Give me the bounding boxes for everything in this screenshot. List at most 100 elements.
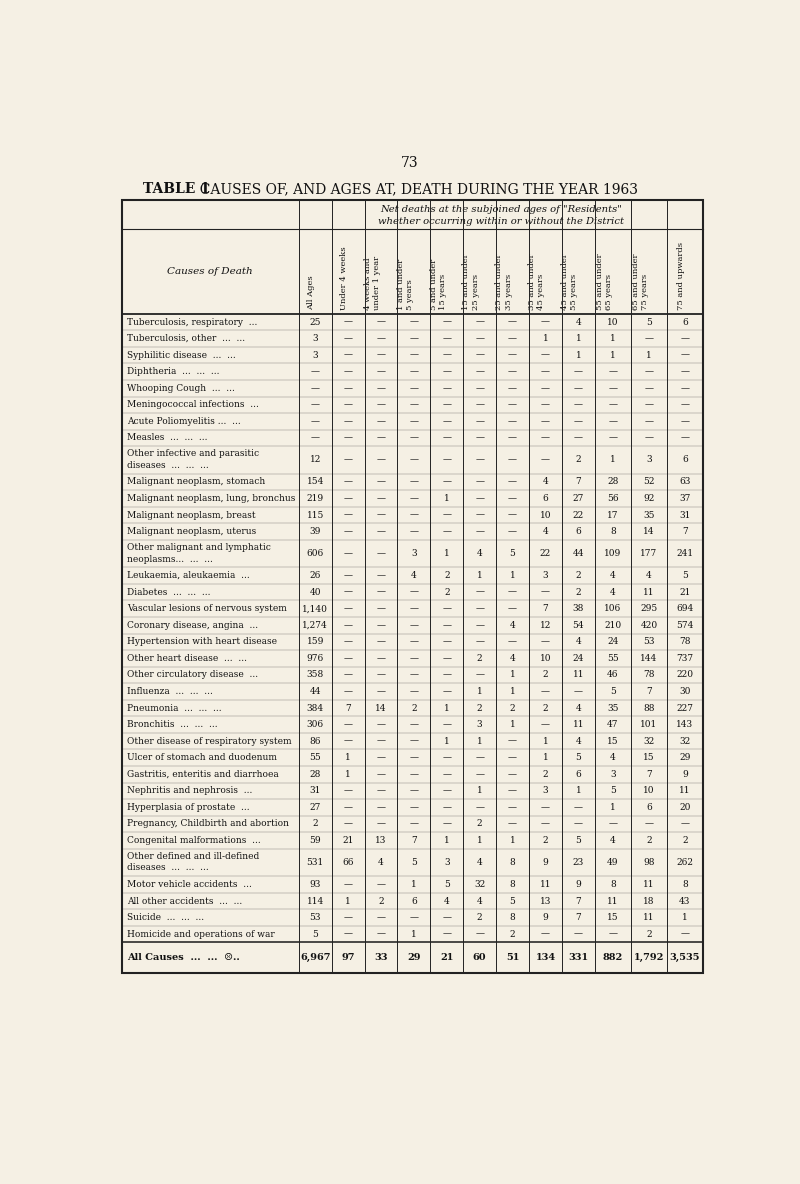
Text: —: — — [475, 770, 484, 779]
Text: —: — — [644, 400, 654, 410]
Text: —: — — [541, 819, 550, 829]
Text: —: — — [574, 687, 583, 696]
Text: Hyperplasia of prostate  ...: Hyperplasia of prostate ... — [127, 803, 250, 812]
Text: 10: 10 — [540, 510, 551, 520]
Text: —: — — [608, 367, 618, 377]
Text: 219: 219 — [306, 494, 324, 503]
Text: 13: 13 — [375, 836, 386, 845]
Text: Malignant neoplasm, breast: Malignant neoplasm, breast — [127, 510, 256, 520]
Text: 134: 134 — [535, 953, 555, 963]
Text: Hypertension with heart disease: Hypertension with heart disease — [127, 637, 277, 646]
Text: —: — — [508, 819, 517, 829]
Text: —: — — [475, 456, 484, 464]
Text: 86: 86 — [310, 736, 321, 746]
Text: —: — — [508, 350, 517, 360]
Text: —: — — [608, 417, 618, 426]
Text: —: — — [344, 720, 353, 729]
Text: 8: 8 — [510, 880, 515, 889]
Text: —: — — [410, 637, 418, 646]
Text: 49: 49 — [607, 858, 618, 867]
Text: —: — — [475, 384, 484, 393]
Text: 5: 5 — [510, 896, 515, 906]
Text: 210: 210 — [604, 620, 622, 630]
Text: 4: 4 — [510, 654, 515, 663]
Text: —: — — [410, 494, 418, 503]
Text: —: — — [681, 384, 690, 393]
Text: 154: 154 — [306, 477, 324, 487]
Text: 40: 40 — [310, 587, 321, 597]
Text: 1: 1 — [477, 687, 482, 696]
Text: —: — — [541, 417, 550, 426]
Text: 882: 882 — [602, 953, 623, 963]
Text: —: — — [541, 456, 550, 464]
Text: Tuberculosis, respiratory  ...: Tuberculosis, respiratory ... — [127, 317, 258, 327]
Text: 3: 3 — [477, 720, 482, 729]
Text: —: — — [344, 736, 353, 746]
Text: —: — — [344, 549, 353, 558]
Text: —: — — [344, 400, 353, 410]
Text: —: — — [541, 929, 550, 939]
Text: —: — — [508, 433, 517, 443]
Text: —: — — [541, 433, 550, 443]
Text: —: — — [344, 571, 353, 580]
Text: 4: 4 — [477, 858, 482, 867]
Text: —: — — [377, 880, 386, 889]
Text: 384: 384 — [306, 703, 324, 713]
Text: —: — — [410, 736, 418, 746]
Text: —: — — [344, 317, 353, 327]
Text: —: — — [508, 494, 517, 503]
Text: Bronchitis  ...  ...  ...: Bronchitis ... ... ... — [127, 720, 218, 729]
Text: 4: 4 — [610, 836, 616, 845]
Text: 39: 39 — [310, 527, 321, 536]
Text: 227: 227 — [677, 703, 694, 713]
Text: 2: 2 — [575, 571, 581, 580]
Text: 1: 1 — [646, 350, 652, 360]
Text: 177: 177 — [640, 549, 658, 558]
Text: 8: 8 — [610, 880, 616, 889]
Text: —: — — [344, 803, 353, 812]
Text: —: — — [681, 819, 690, 829]
Text: 18: 18 — [643, 896, 654, 906]
Text: Homicide and operations of war: Homicide and operations of war — [127, 929, 275, 939]
Text: —: — — [377, 417, 386, 426]
Text: —: — — [608, 819, 618, 829]
Text: —: — — [442, 400, 451, 410]
Text: —: — — [344, 637, 353, 646]
Text: —: — — [377, 687, 386, 696]
Text: —: — — [344, 654, 353, 663]
Text: —: — — [344, 510, 353, 520]
Text: —: — — [410, 334, 418, 343]
Text: Under 4 weeks: Under 4 weeks — [340, 246, 348, 310]
Text: 143: 143 — [676, 720, 694, 729]
Text: —: — — [344, 350, 353, 360]
Text: —: — — [541, 687, 550, 696]
Text: 2: 2 — [575, 587, 581, 597]
Text: —: — — [377, 549, 386, 558]
Text: 2: 2 — [477, 819, 482, 829]
Text: Other circulatory disease  ...: Other circulatory disease ... — [127, 670, 258, 680]
Text: 31: 31 — [679, 510, 690, 520]
Text: —: — — [377, 317, 386, 327]
Text: 11: 11 — [643, 880, 654, 889]
Text: —: — — [410, 687, 418, 696]
Text: 2: 2 — [575, 456, 581, 464]
Text: Meningococcal infections  ...: Meningococcal infections ... — [127, 400, 259, 410]
Text: —: — — [574, 384, 583, 393]
Text: —: — — [377, 913, 386, 922]
Text: —: — — [475, 417, 484, 426]
Text: —: — — [377, 654, 386, 663]
Text: —: — — [442, 720, 451, 729]
Text: 6,967: 6,967 — [300, 953, 330, 963]
Text: 2: 2 — [510, 703, 515, 713]
Text: —: — — [475, 510, 484, 520]
Text: All other accidents  ...  ...: All other accidents ... ... — [127, 896, 242, 906]
Text: 1: 1 — [477, 736, 482, 746]
Text: —: — — [574, 367, 583, 377]
Text: —: — — [377, 510, 386, 520]
Text: 17: 17 — [607, 510, 618, 520]
Text: 1: 1 — [510, 836, 515, 845]
Text: 115: 115 — [306, 510, 324, 520]
Text: 25: 25 — [310, 317, 321, 327]
Text: 53: 53 — [643, 637, 654, 646]
Text: 15: 15 — [643, 753, 654, 762]
